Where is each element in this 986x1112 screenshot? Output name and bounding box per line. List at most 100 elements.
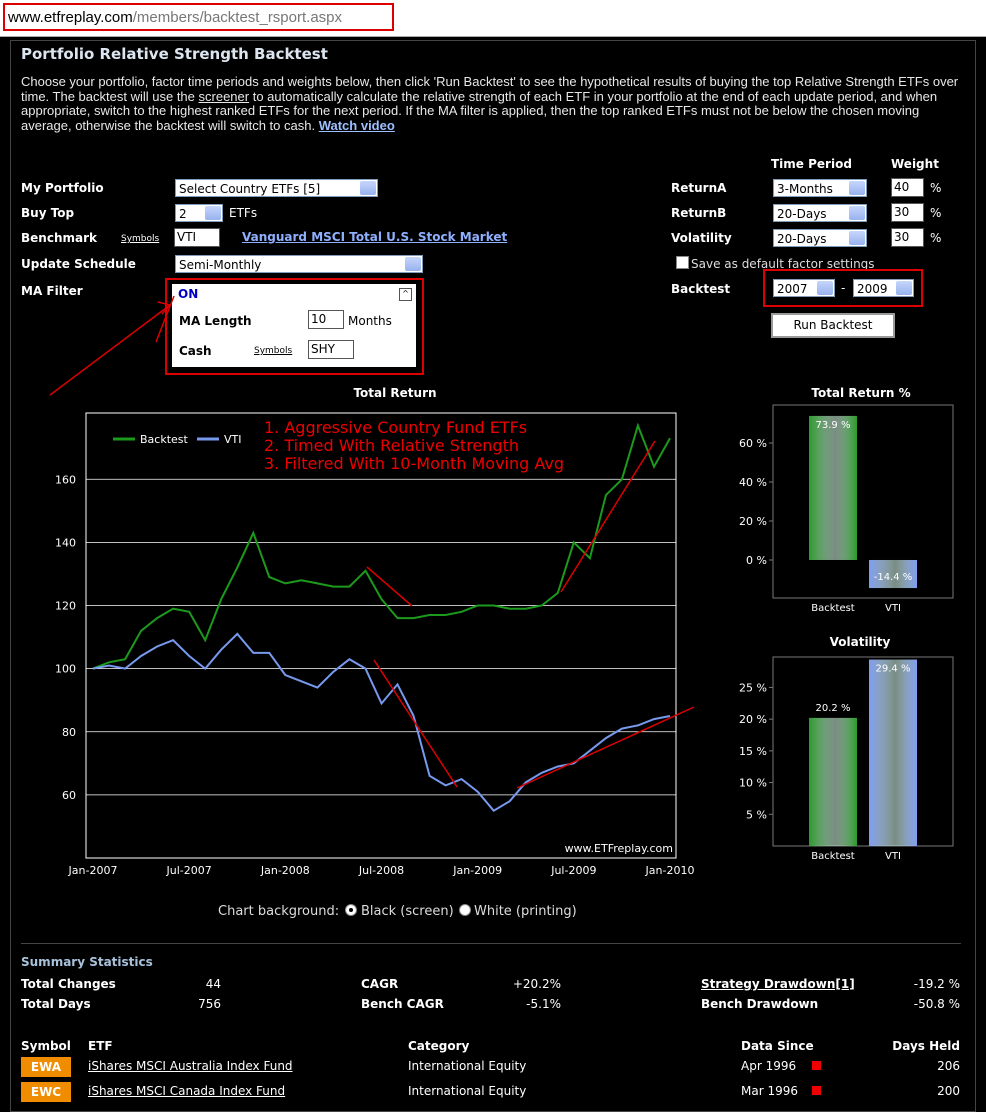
- plot-area: [772, 656, 954, 847]
- etf-link[interactable]: iShares MSCI Australia Index Fund: [88, 1059, 293, 1073]
- unit: %: [930, 231, 942, 245]
- radio[interactable]: [345, 904, 357, 916]
- select[interactable]: 2009: [853, 279, 914, 297]
- table-cell: International Equity: [408, 1059, 527, 1073]
- stat-value: 756: [198, 997, 221, 1011]
- input[interactable]: 30: [891, 228, 924, 247]
- intro: Choose your portfolio, factor time perio…: [21, 74, 966, 133]
- label: Cash: [179, 344, 212, 358]
- y-tick-label: 10 %: [739, 777, 767, 790]
- table-header: ETF: [88, 1039, 113, 1053]
- select[interactable]: Select Country ETFs [5]: [175, 179, 378, 197]
- separator: -: [841, 281, 846, 295]
- page-title: Portfolio Relative Strength Backtest: [21, 45, 328, 63]
- status-icon: [812, 1061, 821, 1070]
- stat-label: Bench CAGR: [361, 997, 444, 1011]
- select[interactable]: Semi-Monthly: [175, 255, 423, 273]
- x-tick-label: Jul-2007: [166, 864, 212, 877]
- ma-state[interactable]: ON: [178, 287, 199, 301]
- chart-title: Total Return %: [811, 386, 910, 400]
- y-tick-label: 160: [55, 473, 76, 486]
- select[interactable]: 20-Days: [773, 229, 867, 247]
- x-tick-label: Backtest: [811, 603, 855, 614]
- x-tick-label: VTI: [885, 603, 901, 614]
- stat-label: CAGR: [361, 977, 399, 991]
- bar: [809, 717, 857, 846]
- select[interactable]: 2007: [773, 279, 835, 297]
- url[interactable]: www.etfreplay.com/members/backtest_rspor…: [8, 9, 342, 26]
- checkbox[interactable]: [676, 256, 689, 269]
- label: ReturnB: [671, 206, 727, 220]
- radio[interactable]: [459, 904, 471, 916]
- input[interactable]: 10: [308, 310, 344, 329]
- etf-link[interactable]: iShares MSCI Canada Index Fund: [88, 1084, 286, 1098]
- radio-label: Black (screen): [361, 904, 454, 919]
- ma-panel: ON ^ MA Length 10 Months Cash Symbols SH…: [172, 284, 416, 367]
- stat-value: -50.8 %: [913, 997, 960, 1011]
- legend-label: VTI: [224, 433, 242, 446]
- symbol-badge: EWC: [21, 1082, 71, 1102]
- status-icon: [812, 1086, 821, 1095]
- y-tick-label: 25 %: [739, 681, 767, 694]
- intro-text: Choose your portfolio, factor time perio…: [21, 74, 959, 104]
- line: [92, 422, 671, 670]
- y-tick-label: 15 %: [739, 745, 767, 758]
- x-tick-label: Jan-2008: [260, 864, 310, 877]
- label: Benchmark: [21, 231, 97, 245]
- bar: [809, 415, 857, 560]
- intro-text: to automatically calculate the relative …: [21, 88, 938, 133]
- link[interactable]: screener: [198, 88, 250, 104]
- annotation: 2. Timed With Relative Strength: [264, 436, 519, 455]
- select[interactable]: 20-Days: [773, 204, 867, 222]
- collapse-button[interactable]: ^: [399, 288, 412, 301]
- input[interactable]: SHY: [308, 340, 354, 359]
- table-header: Category: [408, 1039, 470, 1053]
- y-tick-label: 60 %: [739, 437, 767, 450]
- bar: [869, 659, 917, 846]
- x-tick-label: Jan-2009: [452, 864, 502, 877]
- stat-value: -5.1%: [526, 997, 561, 1011]
- y-tick-label: 120: [55, 600, 76, 613]
- select[interactable]: 2: [175, 204, 223, 222]
- stat-label[interactable]: Strategy Drawdown[1]: [701, 977, 855, 991]
- link[interactable]: Symbols: [121, 234, 160, 244]
- value-label: 29.4 %: [876, 664, 911, 675]
- input[interactable]: 40: [891, 178, 924, 197]
- link[interactable]: Vanguard MSCI Total U.S. Stock Market: [242, 230, 508, 244]
- plot-area: [772, 404, 954, 599]
- input[interactable]: VTI: [174, 228, 220, 247]
- stat-label: Total Days: [21, 997, 91, 1011]
- unit: ETFs: [229, 206, 258, 220]
- x-tick-label: Jan-2010: [645, 864, 695, 877]
- header: Time Period: [771, 157, 852, 171]
- label: Update Schedule: [21, 257, 136, 271]
- run-button[interactable]: Run Backtest: [771, 313, 895, 338]
- table-cell: Apr 1996: [741, 1059, 797, 1073]
- y-tick-label: 0 %: [746, 554, 767, 567]
- table-cell: International Equity: [408, 1084, 527, 1098]
- unit: Months: [348, 314, 392, 328]
- input[interactable]: 30: [891, 203, 924, 222]
- label: ReturnA: [671, 181, 727, 195]
- annotation: 3. Filtered With 10-Month Moving Avg: [264, 454, 564, 473]
- table-cell: 200: [937, 1084, 960, 1098]
- link[interactable]: Symbols: [254, 346, 293, 356]
- chart-title: Total Return: [353, 386, 436, 400]
- stat-label: Total Changes: [21, 977, 116, 991]
- x-tick-label: Jan-2007: [68, 864, 118, 877]
- value-label: 73.9 %: [816, 420, 851, 431]
- plot-area: [85, 412, 677, 859]
- link[interactable]: Watch video: [318, 117, 395, 133]
- separator: [21, 943, 961, 944]
- y-tick-label: 20 %: [739, 713, 767, 726]
- y-tick-label: 20 %: [739, 515, 767, 528]
- select[interactable]: 3-Months: [773, 179, 867, 197]
- table-header: Data Since: [741, 1039, 814, 1053]
- y-tick-label: 60: [62, 789, 76, 802]
- stat-value: 44: [205, 977, 221, 991]
- table-header: Symbol: [21, 1039, 71, 1053]
- highlight-box: [165, 278, 424, 375]
- label: Volatility: [671, 231, 732, 245]
- annotation-arrows: [49, 295, 695, 789]
